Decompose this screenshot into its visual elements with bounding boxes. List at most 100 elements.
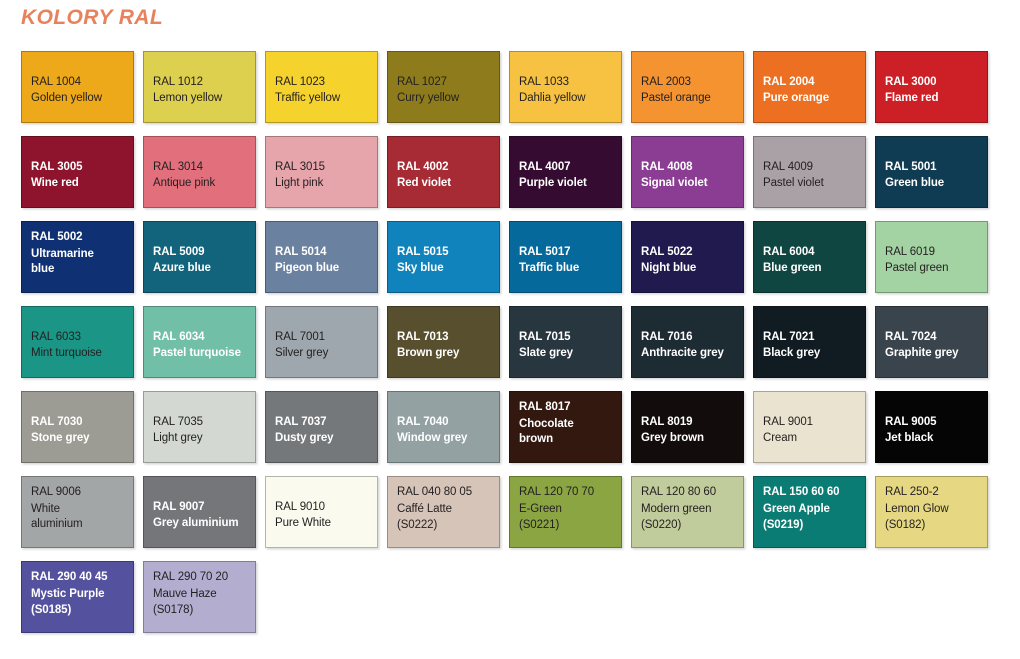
color-swatch[interactable]: RAL 4009 Pastel violet [753, 136, 866, 208]
swatch-name: E-Green [519, 502, 562, 515]
color-swatch[interactable]: RAL 7035 Light grey [143, 391, 256, 463]
color-swatch[interactable]: RAL 1004 Golden yellow [21, 51, 134, 123]
swatch-code: RAL 3005 [31, 160, 83, 173]
swatch-code: RAL 7021 [763, 330, 815, 343]
color-swatch[interactable]: RAL 2003 Pastel orange [631, 51, 744, 123]
swatch-name: Wine red [31, 177, 79, 189]
color-swatch-grid: RAL 1004 Golden yellow RAL 1012 Lemon yello… [21, 51, 1001, 633]
swatch-name: Green Apple [763, 502, 830, 515]
swatch-code: RAL 1012 [153, 75, 203, 88]
swatch-name: Ultramarine [31, 247, 94, 260]
swatch-name: Slate grey [519, 347, 573, 359]
color-swatch[interactable]: RAL 1027 Curry yellow [387, 51, 500, 123]
color-swatch[interactable]: RAL 290 70 20 Mauve Haze (S0178) [143, 561, 256, 633]
swatch-code: RAL 4007 [519, 160, 571, 173]
color-swatch[interactable]: RAL 9010 Pure White [265, 476, 378, 548]
swatch-code: RAL 6033 [31, 330, 81, 343]
color-swatch[interactable]: RAL 1012 Lemon yellow [143, 51, 256, 123]
color-swatch[interactable]: RAL 7013 Brown grey [387, 306, 500, 378]
swatch-code: RAL 4008 [641, 160, 693, 173]
swatch-name: Mint turquoise [31, 347, 102, 359]
swatch-code: RAL 040 80 05 [397, 486, 472, 498]
swatch-name: Green blue [885, 177, 945, 189]
swatch-code: RAL 1004 [31, 75, 81, 88]
swatch-name: Cream [763, 432, 798, 444]
color-swatch[interactable]: RAL 7016 Anthracite grey [631, 306, 744, 378]
color-swatch[interactable]: RAL 9006 White aluminium [21, 476, 134, 548]
color-swatch[interactable]: RAL 5017 Traffic blue [509, 221, 622, 293]
color-swatch[interactable]: RAL 6019 Pastel green [875, 221, 988, 293]
swatch-name: Pastel turquoise [153, 347, 241, 359]
swatch-name: blue [31, 263, 55, 275]
swatch-alt-code: (S0221) [519, 519, 560, 531]
color-swatch[interactable]: RAL 3015 Light pink [265, 136, 378, 208]
swatch-name: Pigeon blue [275, 262, 340, 274]
color-swatch[interactable]: RAL 1033 Dahlia yellow [509, 51, 622, 123]
color-swatch[interactable]: RAL 5015 Sky blue [387, 221, 500, 293]
swatch-code: RAL 3015 [275, 160, 325, 173]
swatch-code: RAL 7035 [153, 415, 203, 428]
color-swatch[interactable]: RAL 120 80 60 Modern green (S0220) [631, 476, 744, 548]
swatch-name: Stone grey [31, 432, 90, 444]
swatch-name: Caffé Latte [397, 502, 452, 515]
color-swatch[interactable]: RAL 9005 Jet black [875, 391, 988, 463]
swatch-code: RAL 290 70 20 [153, 571, 228, 583]
color-swatch[interactable]: RAL 7024 Graphite grey [875, 306, 988, 378]
color-swatch[interactable]: RAL 9001 Cream [753, 391, 866, 463]
color-swatch[interactable]: RAL 3014 Antique pink [143, 136, 256, 208]
color-swatch[interactable]: RAL 2004 Pure orange [753, 51, 866, 123]
color-swatch[interactable]: RAL 7040 Window grey [387, 391, 500, 463]
swatch-code: RAL 6034 [153, 330, 205, 343]
swatch-code: RAL 250-2 [885, 486, 939, 498]
swatch-name: Modern green [641, 502, 712, 515]
swatch-code: RAL 1023 [275, 75, 325, 88]
swatch-name: Anthracite grey [641, 347, 724, 359]
color-swatch[interactable]: RAL 5009 Azure blue [143, 221, 256, 293]
color-swatch[interactable]: RAL 7021 Black grey [753, 306, 866, 378]
swatch-code: RAL 4002 [397, 160, 449, 173]
color-swatch[interactable]: RAL 7037 Dusty grey [265, 391, 378, 463]
color-swatch[interactable]: RAL 8019 Grey brown [631, 391, 744, 463]
color-swatch[interactable]: RAL 7030 Stone grey [21, 391, 134, 463]
color-swatch[interactable]: RAL 290 40 45 Mystic Purple (S0185) [21, 561, 134, 633]
color-swatch[interactable]: RAL 5002 Ultramarine blue [21, 221, 134, 293]
color-swatch[interactable]: RAL 3005 Wine red [21, 136, 134, 208]
color-swatch[interactable]: RAL 8017 Chocolate brown [509, 391, 622, 463]
color-swatch[interactable]: RAL 6033 Mint turquoise [21, 306, 134, 378]
swatch-code: RAL 7015 [519, 330, 571, 343]
color-swatch[interactable]: RAL 4008 Signal violet [631, 136, 744, 208]
color-swatch[interactable]: RAL 120 70 70 E-Green (S0221) [509, 476, 622, 548]
color-swatch[interactable]: RAL 3000 Flame red [875, 51, 988, 123]
swatch-name: Grey brown [641, 432, 704, 444]
swatch-code: RAL 120 80 60 [641, 486, 716, 498]
swatch-code: RAL 7037 [275, 415, 327, 428]
color-swatch[interactable]: RAL 7001 Silver grey [265, 306, 378, 378]
swatch-code: RAL 9006 [31, 486, 81, 498]
color-swatch[interactable]: RAL 4007 Purple violet [509, 136, 622, 208]
swatch-name: Pastel green [885, 262, 949, 274]
swatch-alt-code: (S0222) [397, 519, 438, 531]
color-swatch[interactable]: RAL 5001 Green blue [875, 136, 988, 208]
swatch-code: RAL 7040 [397, 415, 449, 428]
swatch-code: RAL 4009 [763, 160, 813, 173]
swatch-alt-code: (S0185) [31, 604, 72, 616]
color-swatch[interactable]: RAL 1023 Traffic yellow [265, 51, 378, 123]
swatch-name: White [31, 502, 60, 515]
swatch-code: RAL 1027 [397, 75, 447, 88]
color-swatch[interactable]: RAL 9007 Grey aluminium [143, 476, 256, 548]
color-swatch[interactable]: RAL 250-2 Lemon Glow (S0182) [875, 476, 988, 548]
color-swatch[interactable]: RAL 7015 Slate grey [509, 306, 622, 378]
swatch-name: Lemon yellow [153, 92, 223, 104]
color-swatch[interactable]: RAL 040 80 05 Caffé Latte (S0222) [387, 476, 500, 548]
swatch-name: Purple violet [519, 177, 587, 189]
color-swatch[interactable]: RAL 6034 Pastel turquoise [143, 306, 256, 378]
swatch-name: Jet black [885, 432, 934, 444]
swatch-name: Dusty grey [275, 432, 334, 444]
color-swatch[interactable]: RAL 5014 Pigeon blue [265, 221, 378, 293]
color-swatch[interactable]: RAL 4002 Red violet [387, 136, 500, 208]
color-swatch[interactable]: RAL 150 60 60 Green Apple (S0219) [753, 476, 866, 548]
swatch-alt-code: (S0182) [885, 519, 926, 531]
color-swatch[interactable]: RAL 5022 Night blue [631, 221, 744, 293]
swatch-name: Black grey [763, 347, 821, 359]
color-swatch[interactable]: RAL 6004 Blue green [753, 221, 866, 293]
